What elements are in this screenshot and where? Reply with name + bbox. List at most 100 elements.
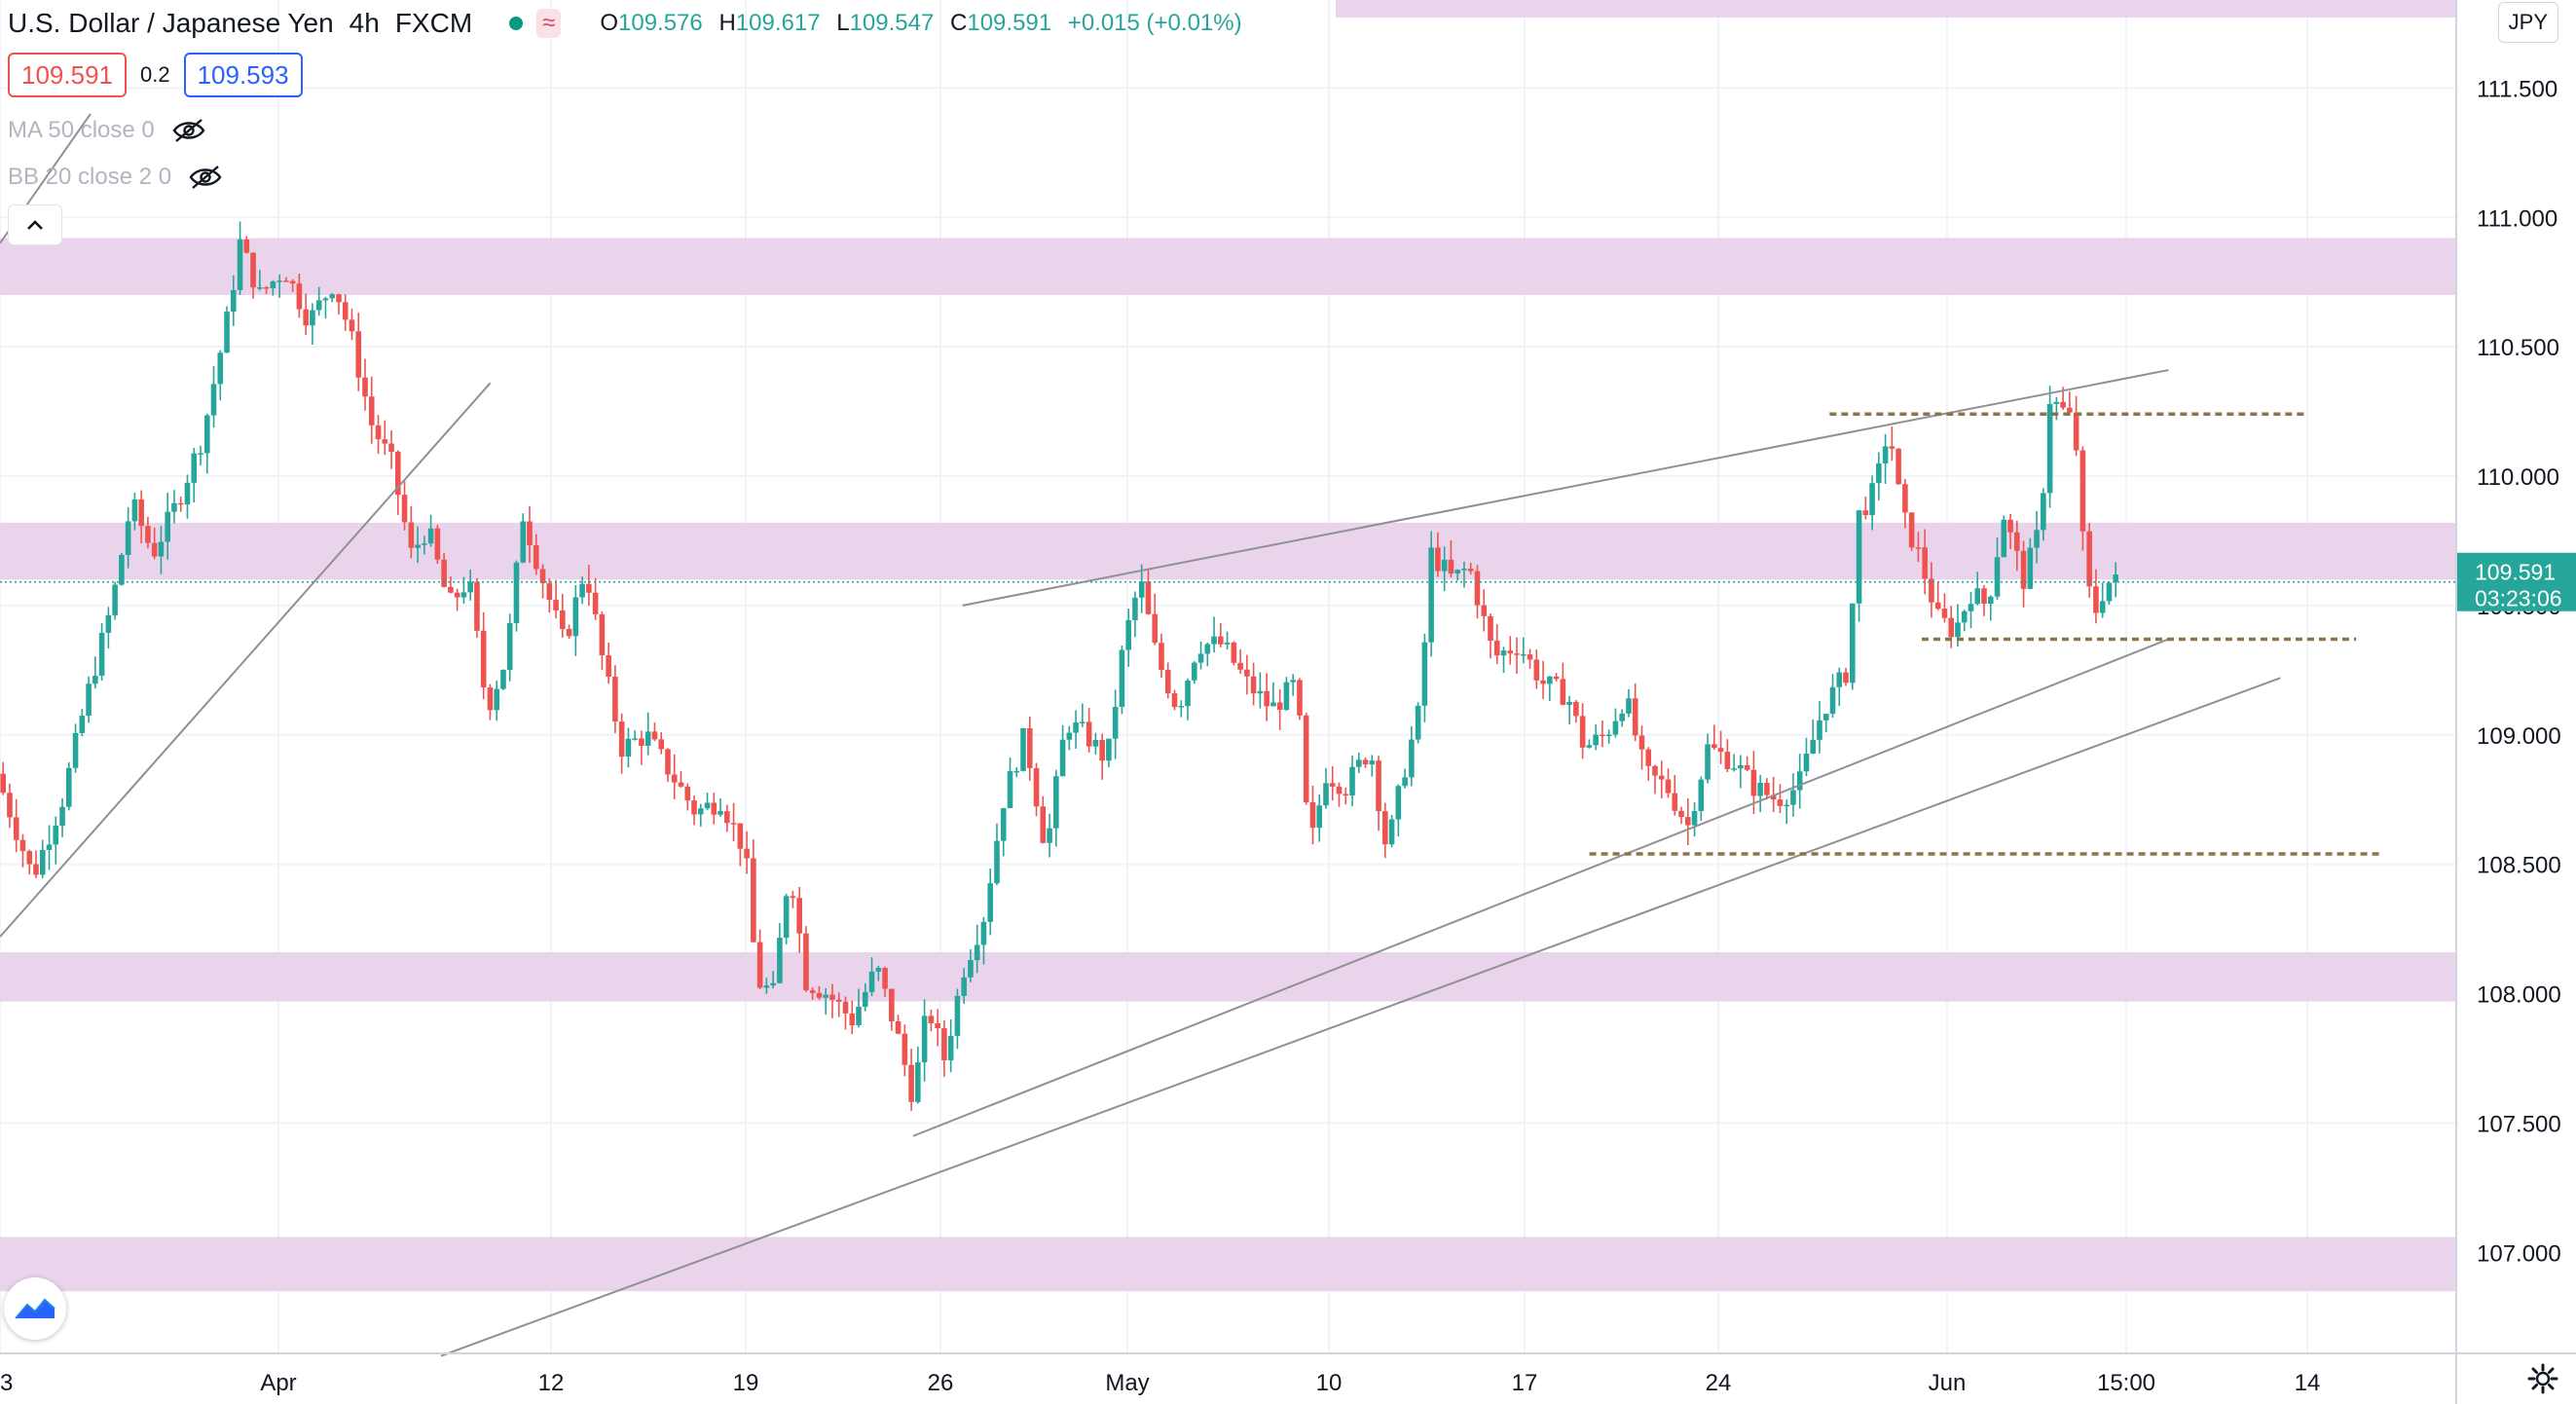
interval-label[interactable]: 4h xyxy=(349,8,380,38)
countdown-value: 03:23:06 xyxy=(2475,586,2562,611)
candle-body xyxy=(2093,586,2099,613)
candle-body xyxy=(1626,698,1632,714)
candle-body xyxy=(119,554,125,585)
candle-body xyxy=(1784,804,1789,807)
candle-body xyxy=(7,793,13,818)
candle-body xyxy=(1250,676,1257,694)
candle-body xyxy=(263,287,270,289)
collapse-legend-button[interactable] xyxy=(8,204,62,245)
candle-body xyxy=(2034,530,2040,548)
candle-body xyxy=(105,614,112,633)
candle-body xyxy=(915,1062,921,1102)
candle-body xyxy=(460,592,467,598)
candle-body xyxy=(1527,654,1533,660)
candle-body xyxy=(289,280,296,284)
open-label: O xyxy=(600,10,618,36)
candle-body xyxy=(1968,604,1974,611)
indicator-ma[interactable]: MA 50 close 0 xyxy=(8,113,205,148)
candle-body xyxy=(882,968,888,989)
candle-body xyxy=(310,310,315,326)
candle-body xyxy=(1013,770,1020,773)
eye-off-icon[interactable] xyxy=(172,118,205,143)
candle-body xyxy=(1638,735,1645,750)
candle-body xyxy=(849,1013,856,1025)
candle-body xyxy=(1612,720,1619,735)
sell-button[interactable]: 109.591 xyxy=(8,53,127,97)
candle-body xyxy=(1895,448,1901,485)
candle-body xyxy=(1448,559,1454,574)
trendline[interactable] xyxy=(962,369,2169,607)
candle-body xyxy=(1600,734,1605,737)
candle-body xyxy=(1547,676,1553,684)
settings-gear-icon[interactable] xyxy=(2523,1359,2562,1398)
buy-button[interactable]: 109.593 xyxy=(183,53,303,97)
candle-body xyxy=(1297,680,1303,716)
spread-value: 0.2 xyxy=(139,62,170,87)
candle-body xyxy=(1329,783,1336,787)
candle-body xyxy=(665,749,671,775)
candle-body xyxy=(401,495,408,523)
candle-body xyxy=(566,628,572,637)
candle-body xyxy=(1553,676,1560,680)
y-tick-label: 111.500 xyxy=(2477,76,2558,102)
candle-body xyxy=(368,396,375,425)
candle-body xyxy=(1395,786,1402,820)
candle-body xyxy=(33,864,39,875)
tradingview-logo-icon[interactable] xyxy=(4,1277,66,1340)
candle-body xyxy=(658,739,665,750)
x-tick-label: 26 xyxy=(928,1370,954,1396)
candle-body xyxy=(684,786,691,801)
open-value: 109.576 xyxy=(618,10,703,36)
candle-body xyxy=(639,738,644,747)
candle-body xyxy=(1336,786,1343,794)
candle-body xyxy=(1974,588,1981,605)
candle-body xyxy=(158,541,165,557)
eye-off-icon[interactable] xyxy=(189,165,222,190)
candle-body xyxy=(427,528,434,544)
candle-body xyxy=(1402,777,1408,787)
candle-body xyxy=(243,239,250,253)
candle-body xyxy=(72,732,79,768)
candle-body xyxy=(1533,659,1540,681)
candle-body xyxy=(1493,641,1500,656)
candle-body xyxy=(803,933,809,991)
candle-body xyxy=(1283,682,1290,711)
change-value: +0.015 (+0.01%) xyxy=(1067,10,1242,36)
candle-body xyxy=(362,377,368,397)
candle-body xyxy=(1026,727,1033,768)
candle-body xyxy=(1507,650,1514,654)
trendline[interactable] xyxy=(440,677,2281,1357)
candle-body xyxy=(1059,739,1066,777)
candle-body xyxy=(506,623,513,670)
indicator-ma-label: MA 50 close 0 xyxy=(8,117,155,143)
candle-body xyxy=(1086,721,1092,747)
market-status-icon[interactable] xyxy=(509,17,524,30)
wave-icon[interactable]: ≈ xyxy=(536,9,562,38)
candle-body xyxy=(1520,654,1527,656)
candle-body xyxy=(980,921,987,945)
candle-body xyxy=(1829,686,1836,715)
candle-body xyxy=(1421,642,1428,706)
sr-zone xyxy=(0,238,2455,295)
candle-body xyxy=(2013,532,2020,551)
candle-body xyxy=(816,992,823,998)
candle-body xyxy=(1803,754,1810,772)
candle-body xyxy=(1467,569,1474,572)
indicator-bb[interactable]: BB 20 close 2 0 xyxy=(8,160,222,195)
candle-body xyxy=(1481,605,1488,616)
candle-body xyxy=(283,280,289,282)
candle-body xyxy=(618,721,625,757)
candle-body xyxy=(198,453,203,455)
candle-body xyxy=(513,562,520,624)
close-label: C xyxy=(950,10,968,36)
candle-body xyxy=(1658,775,1665,780)
currency-button[interactable]: JPY xyxy=(2497,2,2558,43)
symbol-title[interactable]: U.S. Dollar / Japanese Yen xyxy=(8,8,334,38)
y-tick-label: 109.000 xyxy=(2477,723,2561,750)
candle-body xyxy=(1586,745,1593,748)
trendline[interactable] xyxy=(0,382,492,938)
trendline[interactable] xyxy=(912,638,2169,1137)
last-price-value: 109.591 xyxy=(2475,560,2556,585)
candle-body xyxy=(1717,748,1724,753)
